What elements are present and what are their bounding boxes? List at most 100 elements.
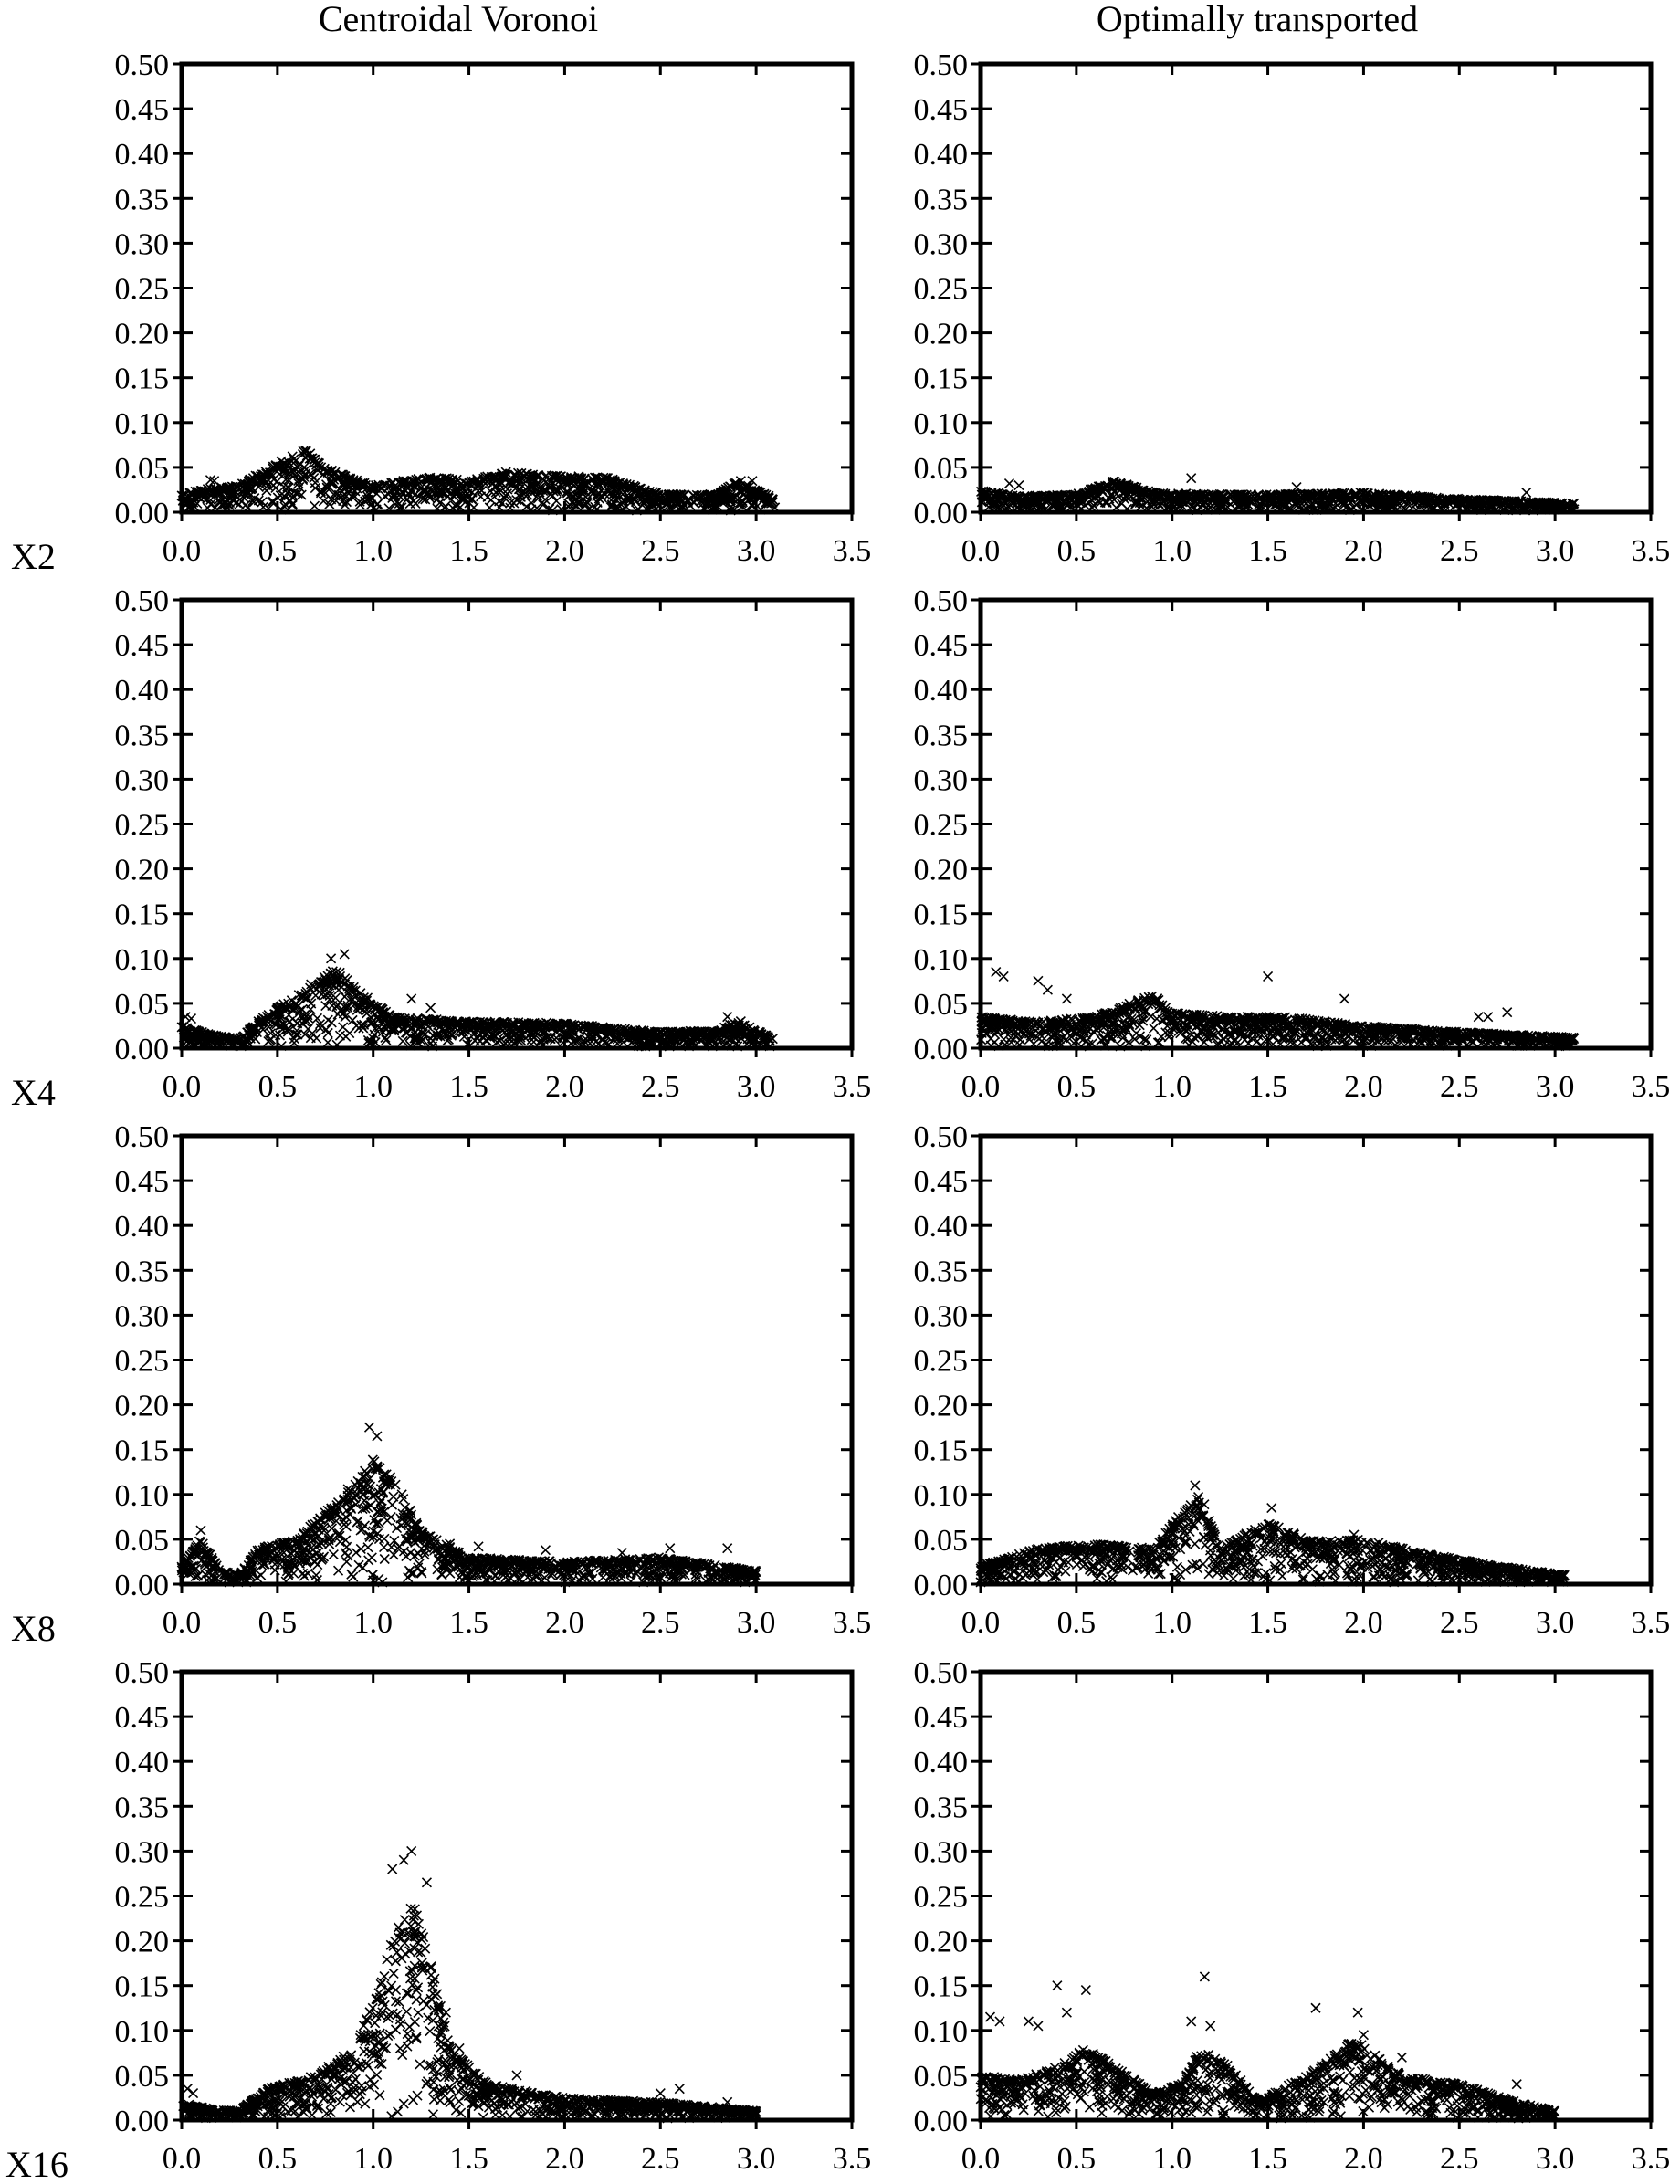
y-tick-label: 0.25: [115, 273, 170, 307]
y-tick-label: 0.30: [115, 227, 170, 261]
scatter-point: [989, 1036, 1000, 1048]
x-tick-label: 2.0: [545, 1070, 584, 1104]
y-tick-label: 0.50: [914, 48, 969, 82]
x-tick-label: 3.5: [1632, 1070, 1671, 1104]
y-tick-label: 0.35: [115, 1255, 170, 1288]
x-tick-label: 1.0: [353, 1070, 393, 1104]
x-tick-label: 3.5: [833, 534, 872, 568]
x-tick-label: 1.5: [449, 1606, 488, 1640]
x-tick-label: 3.0: [1536, 1070, 1575, 1104]
scatter-point: [326, 953, 337, 964]
plot-frame: [978, 597, 1654, 1051]
y-tick-label: 0.20: [914, 854, 969, 887]
x-tick-label: 1.5: [449, 534, 488, 568]
scatter-marks: [975, 473, 1580, 516]
x-tick-label: 2.5: [641, 1070, 680, 1104]
x-tick-label: 1.5: [1248, 534, 1287, 568]
y-tick-label: 0.10: [914, 407, 969, 441]
plot-grid: 0.00 0.05 0.10 0.15 0.20 0.25 0.30 0.35 0.40 0.45…: [115, 48, 1671, 2176]
plot-frame: [978, 61, 1654, 515]
y-tick-label: 0.15: [115, 1434, 170, 1468]
scatter-point: [1473, 1012, 1484, 1023]
y-tick-label: 0.05: [914, 988, 969, 1022]
y-tick-label: 0.35: [115, 183, 170, 216]
y-tick-label: 0.25: [914, 809, 969, 843]
y-tick-label: 0.50: [115, 584, 170, 618]
scatter-panel-x2-centroidal: 0.000.050.100.150.200.250.300.350.400.45…: [115, 48, 872, 568]
scatter-point: [1088, 1026, 1099, 1037]
x-tick-label: 0.0: [961, 534, 1001, 568]
scatter-point: [599, 488, 610, 499]
y-tick-label: 0.40: [914, 674, 969, 708]
x-tick-label: 0.5: [258, 534, 298, 568]
y-tick-label: 0.35: [914, 719, 969, 752]
scatter-point: [339, 949, 350, 960]
scatter-point: [1148, 1023, 1160, 1034]
scatter-point: [334, 1030, 346, 1041]
scatter-point: [272, 492, 283, 503]
scatter-point: [309, 500, 320, 511]
scatter-point: [322, 1037, 333, 1048]
y-tick-label: 0.05: [115, 452, 170, 486]
scatter-point: [296, 489, 307, 500]
scatter-point: [1042, 984, 1053, 995]
scatter-marks: [176, 445, 781, 516]
y-tick-label: 0.20: [115, 318, 170, 352]
y-tick-label: 0.25: [914, 273, 969, 307]
y-tick-label: 0.40: [914, 138, 969, 172]
y-tick-label: 0.35: [115, 719, 170, 752]
scatter-point: [337, 490, 349, 501]
scatter-point: [1502, 1007, 1513, 1018]
x-tick-label: 0.0: [163, 1606, 202, 1640]
scatter-point: [521, 501, 532, 512]
x-tick-label: 3.0: [1536, 534, 1575, 568]
scatter-panel-x2-optimal: 0.000.050.100.150.200.250.300.350.400.45…: [914, 48, 1671, 568]
scatter-marks: [176, 949, 778, 1052]
y-tick-label: 0.45: [115, 629, 170, 663]
scatter-point: [1061, 993, 1072, 1004]
x-tick-label: 0.5: [1057, 534, 1097, 568]
scatter-marks: [176, 1422, 761, 1588]
scatter-point: [1483, 1012, 1494, 1023]
y-tick-label: 0.45: [914, 93, 969, 127]
x-tick-label: 2.0: [545, 1606, 584, 1640]
y-tick-label: 0.40: [115, 138, 170, 172]
scatter-point: [406, 993, 417, 1004]
scatter-point: [1186, 473, 1197, 484]
y-tick-label: 0.40: [115, 1210, 170, 1244]
x-tick-label: 1.0: [353, 1606, 393, 1640]
scatter-point: [1339, 993, 1350, 1004]
scatter-point: [266, 496, 278, 508]
y-tick-label: 0.25: [115, 809, 170, 843]
y-tick-label: 0.25: [115, 1345, 170, 1379]
y-tick-label: 0.20: [115, 854, 170, 887]
scatter-point: [340, 499, 351, 510]
row-label-x2: X2: [11, 536, 56, 577]
scatter-point: [351, 1020, 362, 1031]
x-tick-label: 3.0: [737, 1070, 776, 1104]
y-tick-label: 0.15: [115, 362, 170, 396]
y-tick-label: 0.00: [914, 1033, 969, 1066]
y-tick-label: 0.50: [914, 584, 969, 618]
x-tick-label: 2.5: [1440, 534, 1479, 568]
y-tick-label: 0.10: [115, 407, 170, 441]
x-tick-label: 2.5: [1440, 1070, 1479, 1104]
scatter-marks: [976, 966, 1580, 1052]
y-tick-label: 0.45: [115, 93, 170, 127]
x-tick-label: 0.5: [1057, 1070, 1097, 1104]
x-tick-label: 1.5: [1248, 1070, 1287, 1104]
y-tick-label: 0.10: [115, 943, 170, 977]
scatter-point: [318, 496, 329, 507]
x-tick-label: 3.0: [737, 534, 776, 568]
y-tick-label: 0.00: [115, 1569, 170, 1602]
scatter-point: [338, 1022, 349, 1033]
scatter-panel-x8-centroidal: 0.000.050.100.150.200.250.300.350.400.45…: [115, 1120, 872, 1640]
row-label-x16: X16: [5, 2144, 68, 2184]
x-tick-label: 2.5: [641, 534, 680, 568]
y-tick-label: 0.05: [115, 988, 170, 1022]
y-tick-label: 0.35: [914, 183, 969, 216]
column-title-right: Optimally transported: [1097, 0, 1418, 39]
x-tick-label: 3.0: [737, 1606, 776, 1640]
scatter-point: [332, 1009, 343, 1020]
x-tick-label: 0.5: [258, 1070, 298, 1104]
